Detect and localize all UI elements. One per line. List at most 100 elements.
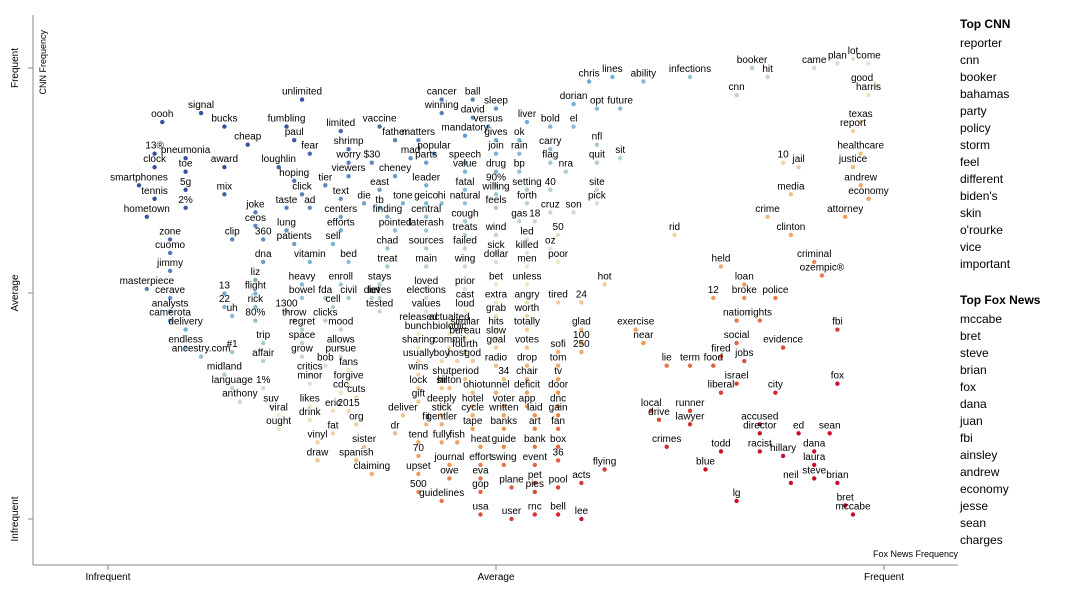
term-label[interactable]: bank (524, 434, 547, 445)
term-point[interactable] (424, 183, 429, 188)
term-point[interactable] (703, 467, 708, 472)
term-label[interactable]: andrew (844, 172, 878, 183)
term-label[interactable]: willing (481, 181, 509, 192)
term-label[interactable]: throw (282, 308, 307, 319)
term-point[interactable] (555, 444, 561, 449)
term-label[interactable]: nfl (592, 132, 603, 143)
term-point[interactable] (517, 219, 522, 224)
term-label[interactable]: 70 (413, 443, 425, 454)
term-label[interactable]: oz (545, 235, 556, 246)
term-point[interactable] (462, 133, 468, 138)
term-label[interactable]: sofi (550, 339, 566, 350)
term-label[interactable]: killed (516, 240, 539, 251)
term-point[interactable] (742, 282, 747, 287)
term-point[interactable] (338, 345, 343, 350)
term-label[interactable]: dnc (550, 393, 566, 404)
term-point[interactable] (835, 327, 840, 332)
term-point[interactable] (416, 358, 421, 364)
term-label[interactable]: hits (488, 317, 504, 328)
term-label[interactable]: limited (326, 118, 355, 129)
term-point[interactable] (424, 295, 429, 301)
term-label[interactable]: 36 (553, 447, 565, 458)
term-point[interactable] (858, 151, 863, 156)
term-label[interactable]: ohio (463, 380, 482, 391)
term-point[interactable] (439, 97, 444, 102)
term-point[interactable] (532, 480, 537, 486)
term-label[interactable]: centers (324, 204, 357, 215)
term-label[interactable]: pointed (379, 217, 412, 228)
term-label[interactable]: runner (676, 398, 706, 409)
top-fox-term[interactable]: steve (960, 346, 989, 360)
term-point[interactable] (773, 295, 778, 301)
term-label[interactable]: ed (793, 420, 804, 431)
term-label[interactable]: grow (291, 344, 313, 355)
term-label[interactable]: sean (819, 420, 841, 431)
top-cnn-term[interactable]: party (960, 104, 987, 118)
term-label[interactable]: loan (735, 272, 754, 283)
term-label[interactable]: radio (485, 353, 508, 364)
term-point[interactable] (292, 138, 297, 143)
term-point[interactable] (261, 259, 266, 265)
term-point[interactable] (439, 498, 444, 504)
term-label[interactable]: guidelines (419, 488, 464, 499)
term-label[interactable]: claiming (353, 461, 390, 472)
term-label[interactable]: gain (549, 402, 568, 413)
term-point[interactable] (144, 214, 149, 219)
term-point[interactable] (237, 399, 243, 404)
term-label[interactable]: steve (802, 465, 826, 476)
term-point[interactable] (276, 165, 281, 170)
term-point[interactable] (361, 201, 367, 206)
term-point[interactable] (222, 192, 227, 197)
term-point[interactable] (136, 183, 142, 188)
top-cnn-term[interactable]: different (960, 172, 1004, 186)
term-label[interactable]: site (589, 177, 605, 188)
term-label[interactable]: forgive (334, 371, 364, 382)
term-label[interactable]: hoping (279, 168, 309, 179)
term-label[interactable]: geico (414, 190, 438, 201)
term-point[interactable] (416, 471, 421, 477)
term-label[interactable]: 2% (178, 195, 193, 206)
term-point[interactable] (338, 390, 343, 395)
term-label[interactable]: cheap (234, 132, 262, 143)
term-label[interactable]: worth (514, 303, 539, 314)
term-point[interactable] (555, 458, 561, 463)
term-point[interactable] (377, 309, 382, 314)
term-label[interactable]: box (550, 434, 566, 445)
term-point[interactable] (230, 386, 235, 391)
term-point[interactable] (493, 250, 499, 256)
term-label[interactable]: harris (856, 82, 881, 93)
term-label[interactable]: 50 (553, 222, 565, 233)
term-point[interactable] (858, 183, 863, 188)
term-label[interactable]: central (411, 204, 441, 215)
term-point[interactable] (850, 165, 856, 170)
term-point[interactable] (299, 295, 305, 301)
term-point[interactable] (400, 201, 406, 206)
term-label[interactable]: 100 (573, 330, 590, 341)
term-label[interactable]: men (517, 253, 536, 264)
term-point[interactable] (354, 422, 359, 427)
term-point[interactable] (524, 327, 530, 332)
term-label[interactable]: tom (550, 353, 567, 364)
term-point[interactable] (470, 358, 475, 364)
term-label[interactable]: liberal (708, 380, 735, 391)
term-point[interactable] (253, 210, 258, 215)
term-point[interactable] (470, 115, 475, 120)
term-point[interactable] (245, 142, 250, 147)
term-label[interactable]: hillary (770, 443, 796, 454)
term-label[interactable]: endless (168, 335, 202, 346)
term-point[interactable] (416, 453, 421, 459)
term-label[interactable]: masterpiece (120, 276, 175, 287)
term-label[interactable]: critics (297, 362, 323, 373)
term-point[interactable] (462, 160, 468, 165)
term-point[interactable] (563, 169, 568, 174)
term-point[interactable] (338, 128, 343, 134)
term-label[interactable]: angry (514, 290, 539, 301)
term-point[interactable] (369, 471, 374, 477)
term-label[interactable]: hi (438, 190, 446, 201)
term-point[interactable] (835, 61, 840, 66)
term-label[interactable]: cdc (333, 380, 349, 391)
term-label[interactable]: clinton (776, 222, 805, 233)
term-point[interactable] (462, 187, 468, 192)
term-label[interactable]: laterash (408, 217, 444, 228)
term-point[interactable] (524, 237, 530, 242)
